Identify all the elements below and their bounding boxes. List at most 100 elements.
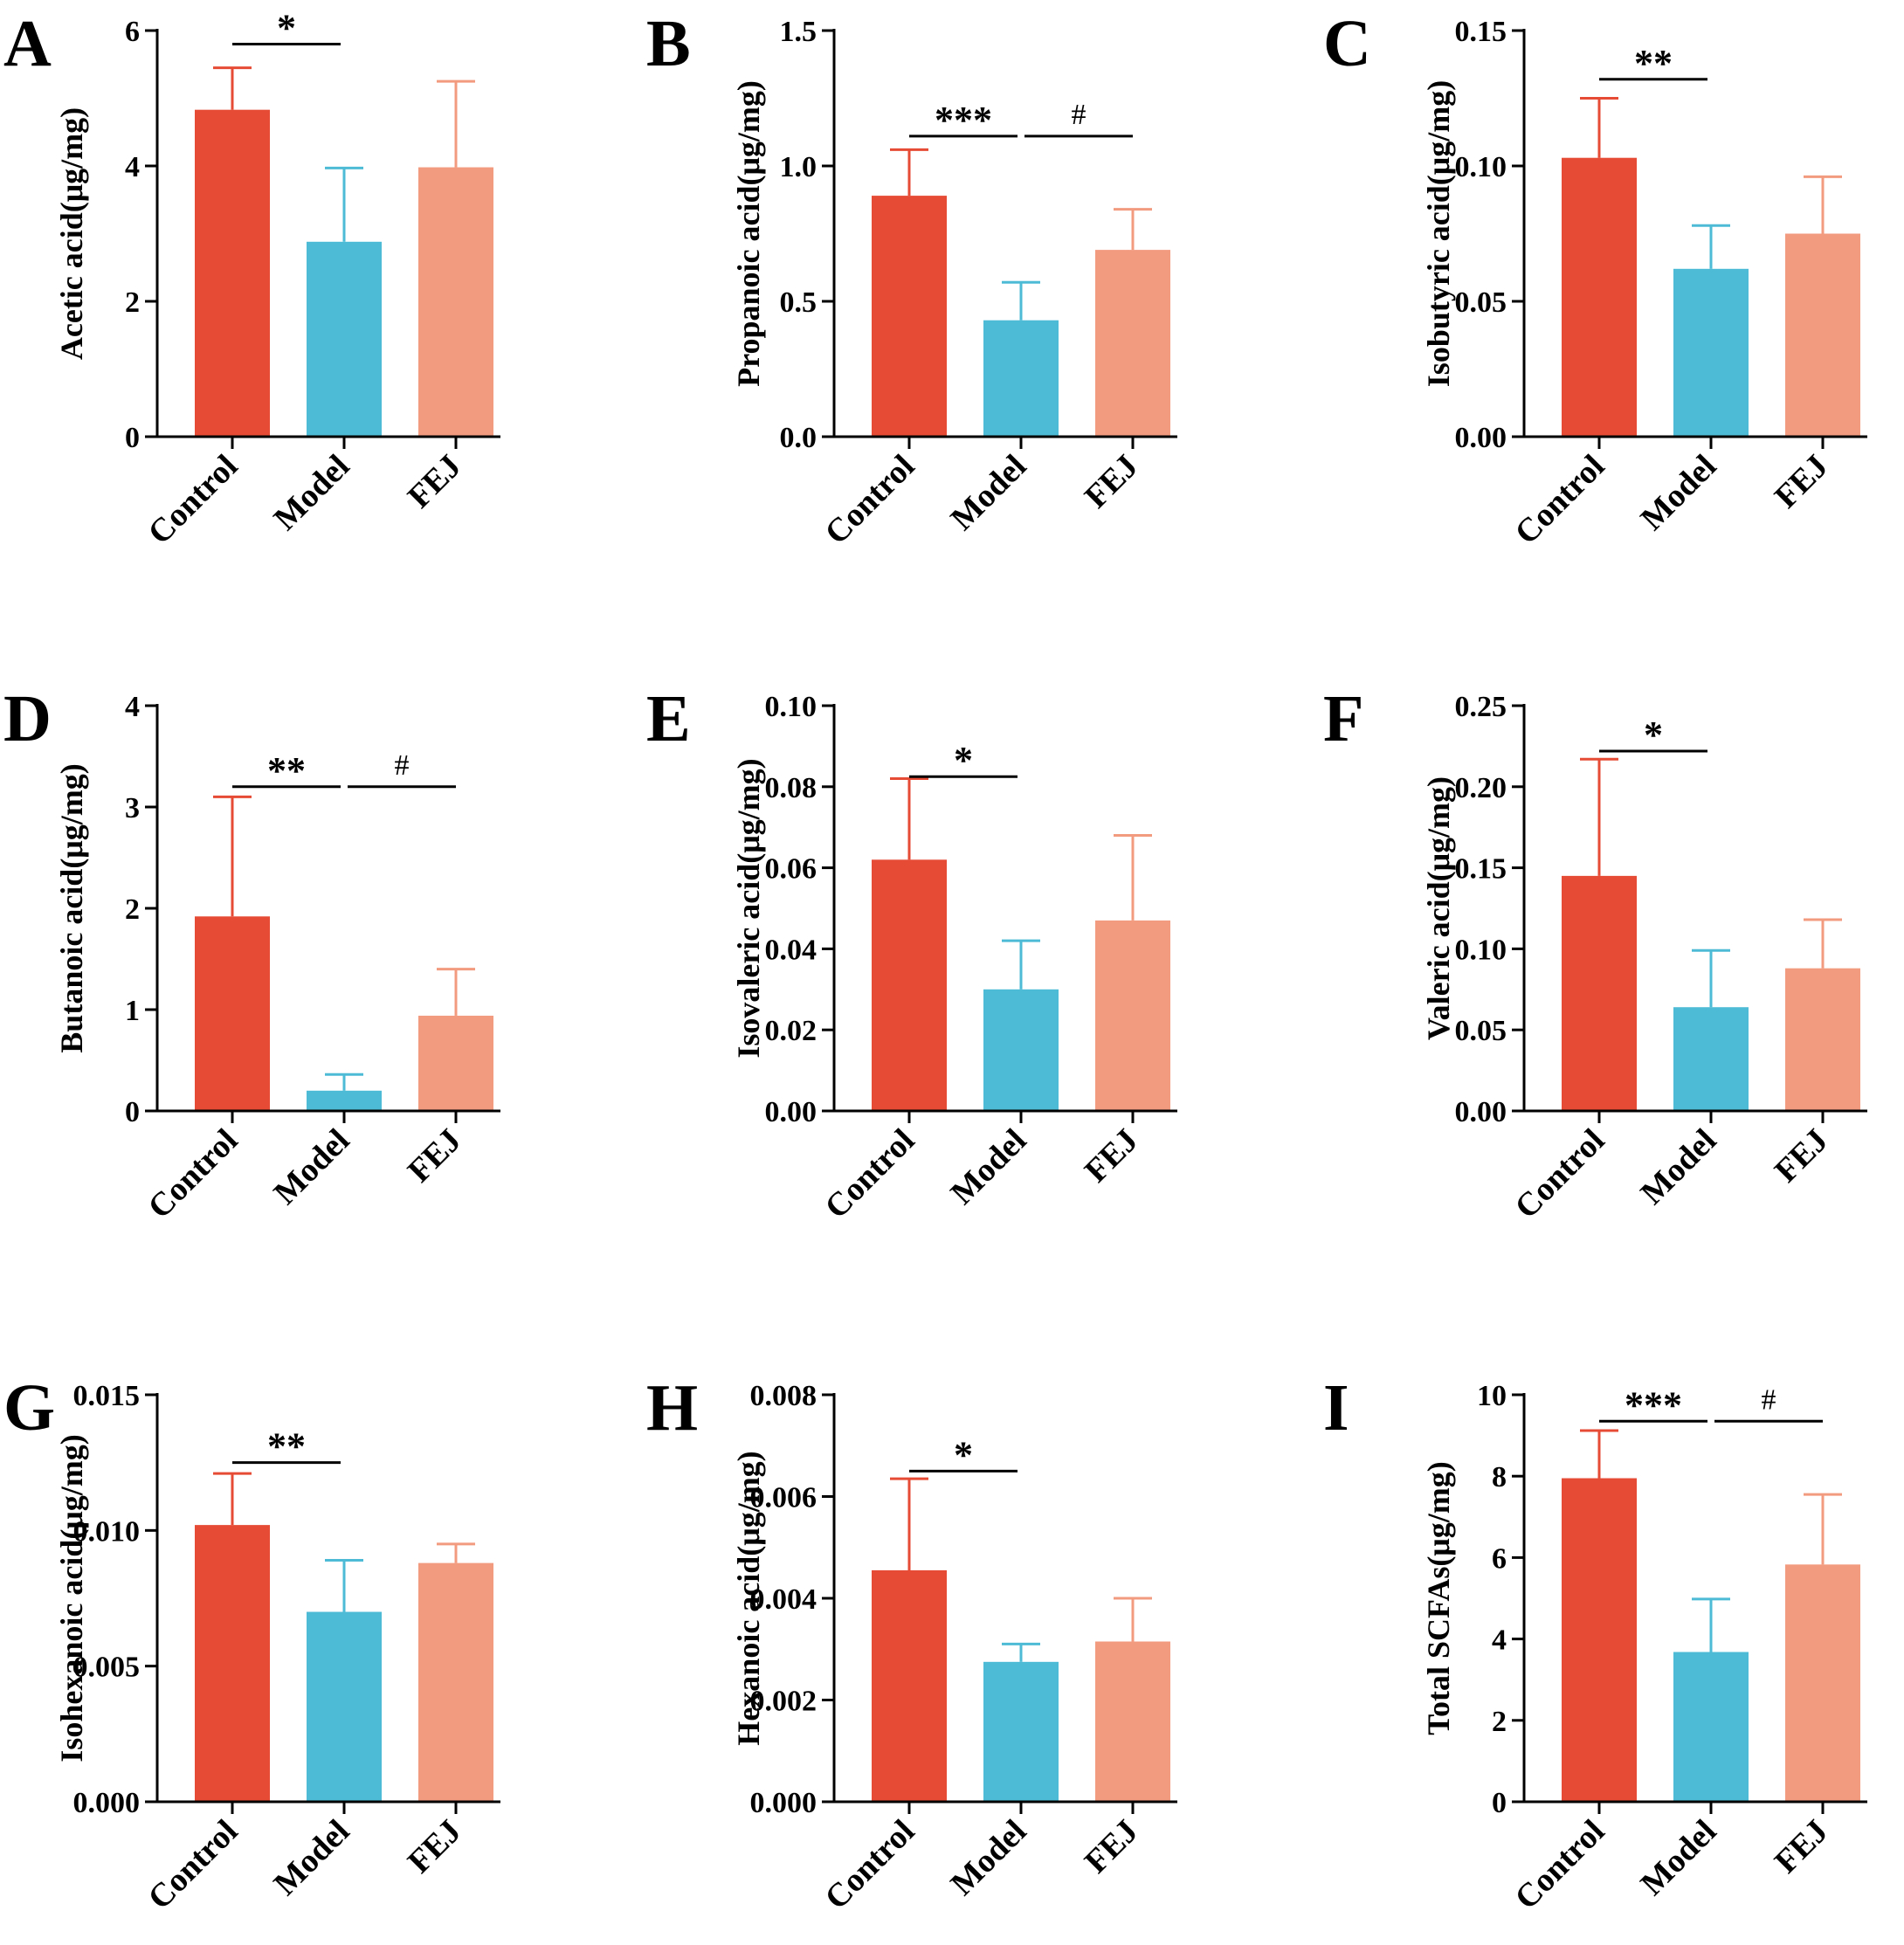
bar-model — [1673, 268, 1749, 437]
y-tick-label: 0.002 — [750, 1686, 817, 1718]
bar-fej — [1095, 250, 1170, 437]
panel-c: C 0.00 0.05 0.10 0.15 Control Model FEJ Isobutyr… — [1323, 7, 1867, 551]
y-tick-label: 1.0 — [780, 151, 817, 183]
category-label: FEJ — [1078, 448, 1145, 515]
y-tick-label: 2 — [1492, 1706, 1507, 1738]
y-tick-label: 0.008 — [750, 1380, 817, 1412]
y-tick-label: 0.0 — [780, 422, 817, 454]
category-label: Model — [267, 1122, 357, 1212]
y-tick-label: 4 — [125, 691, 140, 723]
significance-label: * — [954, 739, 973, 782]
y-tick-label: 0.15 — [1455, 16, 1507, 48]
bar-model — [983, 1661, 1059, 1802]
y-axis-title: Propanoic acid(μg/mg) — [731, 80, 766, 387]
y-axis-title: Isohexanoic acid(μg/mg) — [54, 1434, 89, 1762]
significance-label: ** — [267, 749, 306, 792]
panel-letter: D — [3, 682, 52, 755]
y-tick-label: 2 — [125, 286, 140, 319]
category-label: FEJ — [1078, 1813, 1145, 1880]
significance-label: # — [395, 749, 410, 782]
category-label: FEJ — [1768, 1122, 1835, 1190]
y-tick-label: 0.20 — [1455, 772, 1507, 804]
y-tick-label: 0.10 — [1455, 151, 1507, 183]
y-axis-title: Hexanoic acid(μg/mg) — [731, 1451, 766, 1745]
panel-letter: G — [3, 1371, 55, 1445]
y-tick-label: 0.08 — [765, 772, 817, 804]
category-label: Control — [141, 448, 245, 552]
bar-control — [1562, 157, 1637, 437]
category-label: Control — [1508, 1813, 1612, 1917]
category-label: FEJ — [401, 1122, 468, 1190]
y-tick-label: 0.02 — [765, 1015, 817, 1047]
y-tick-label: 0.006 — [750, 1482, 817, 1514]
category-label: Control — [818, 1122, 922, 1226]
panel-i: I 0 2 4 6 8 10 Control Model FEJ Total SCFAs(μg/mg… — [1323, 1371, 1867, 1916]
y-tick-label: 0.05 — [1455, 286, 1507, 319]
y-tick-label: 0.015 — [73, 1380, 141, 1412]
bar-fej — [1785, 968, 1860, 1111]
significance-label: *** — [1625, 1383, 1682, 1426]
panel-g: G 0.000 0.005 0.010 0.015 Control Model FEJ Isoh… — [3, 1371, 500, 1916]
panel-e: E 0.00 0.02 0.04 0.06 0.08 0.10 Control Model FEJ… — [646, 682, 1177, 1225]
panel-b: B 0.0 0.5 1.0 1.5 Control Model FEJ Propanoic ac… — [646, 7, 1177, 551]
significance-label: # — [1072, 99, 1087, 131]
y-tick-label: 0.15 — [1455, 853, 1507, 886]
y-tick-label: 0.04 — [765, 934, 817, 966]
y-tick-label: 0.10 — [1455, 934, 1507, 966]
y-tick-label: 4 — [1492, 1624, 1507, 1657]
y-tick-label: 0.25 — [1455, 691, 1507, 723]
panel-letter: I — [1323, 1371, 1349, 1445]
y-tick-label: 0 — [125, 422, 140, 454]
panel-letter: E — [646, 682, 691, 755]
significance-label: ** — [267, 1425, 306, 1468]
category-label: Control — [141, 1122, 245, 1226]
panel-f: F 0.00 0.05 0.10 0.15 0.20 0.25 Control Model FEJ… — [1323, 682, 1867, 1225]
bar-control — [195, 916, 270, 1111]
significance-label: * — [1644, 714, 1663, 756]
y-tick-label: 1.5 — [780, 16, 817, 48]
y-tick-label: 0.005 — [73, 1652, 141, 1684]
panel-letter: B — [646, 7, 691, 80]
category-label: FEJ — [1078, 1122, 1145, 1190]
y-tick-label: 1 — [125, 995, 140, 1027]
bar-control — [872, 859, 947, 1111]
y-tick-label: 0.5 — [780, 286, 817, 319]
bar-control — [195, 109, 270, 438]
bar-control — [872, 1569, 947, 1802]
bar-model — [1673, 1007, 1749, 1111]
category-label: FEJ — [401, 1813, 468, 1880]
bar-control — [195, 1525, 270, 1802]
bar-model — [983, 320, 1059, 437]
panel-letter: C — [1323, 7, 1371, 80]
category-label: Model — [1634, 1122, 1724, 1212]
y-axis-title: Total SCFAs(μg/mg) — [1421, 1461, 1456, 1735]
y-tick-label: 6 — [125, 16, 140, 48]
bar-control — [872, 196, 947, 437]
panel-letter: A — [3, 7, 52, 80]
category-label: Control — [1508, 448, 1612, 552]
y-axis-title: Isovaleric acid(μg/mg) — [731, 758, 766, 1058]
bar-fej — [418, 1015, 493, 1111]
panel-h: H 0.000 0.002 0.004 0.006 0.008 Control Model FE… — [646, 1371, 1177, 1916]
y-tick-label: 0.00 — [1455, 422, 1507, 454]
y-tick-label: 10 — [1477, 1380, 1507, 1412]
y-axis-title: Butanoic acid(μg/mg) — [54, 763, 89, 1052]
significance-label: # — [1762, 1383, 1776, 1416]
category-label: Control — [1508, 1122, 1612, 1226]
bar-fej — [1785, 233, 1860, 437]
category-label: Model — [1634, 1813, 1724, 1903]
y-tick-label: 0.00 — [1455, 1096, 1507, 1128]
bar-control — [1562, 1478, 1637, 1802]
bar-fej — [1785, 1564, 1860, 1802]
y-tick-label: 2 — [125, 893, 140, 926]
y-axis-title: Isobutyric acid(μg/mg) — [1421, 80, 1456, 387]
bar-model — [307, 241, 382, 437]
bar-control — [1562, 875, 1637, 1111]
y-tick-label: 0.004 — [750, 1583, 817, 1616]
bar-fej — [418, 167, 493, 438]
panel-letter: F — [1323, 682, 1363, 755]
y-tick-label: 0.000 — [750, 1787, 817, 1819]
y-axis-title: Acetic acid(μg/mg) — [54, 107, 89, 360]
significance-label: * — [954, 1433, 973, 1476]
